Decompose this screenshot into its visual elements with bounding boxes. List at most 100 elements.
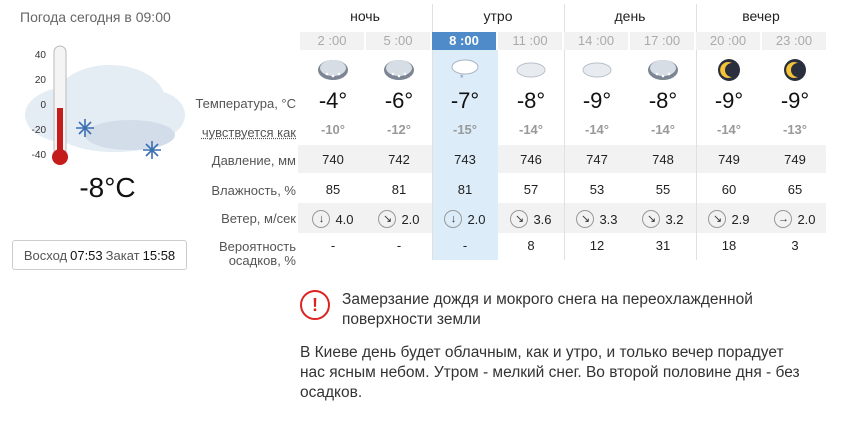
thermometer-tick: 0 bbox=[40, 100, 46, 111]
label-precip-line1: Вероятность bbox=[219, 239, 296, 254]
wind-speed-value: 2.0 bbox=[467, 211, 486, 227]
hour-label: 8 :00 bbox=[432, 32, 496, 50]
feels-like-value: -14° bbox=[717, 122, 741, 137]
sunset-label: Закат bbox=[105, 247, 140, 263]
current-weather-illustration: 40 20 0 -20 -40 bbox=[10, 40, 185, 180]
feels-like-value: -14° bbox=[585, 122, 609, 137]
humidity-value: 60 bbox=[721, 182, 737, 197]
cloud-icon bbox=[564, 52, 630, 88]
hour-label: 17 :00 bbox=[630, 32, 694, 50]
temperature-value: -6° bbox=[384, 88, 414, 113]
wind-direction-icon: ↓ bbox=[312, 210, 331, 228]
temperature-value: -9° bbox=[582, 88, 612, 113]
feels-like-value: -14° bbox=[519, 122, 543, 137]
pressure-value: 748 bbox=[652, 152, 674, 167]
feels-like-value: -14° bbox=[651, 122, 675, 137]
humidity-value: 81 bbox=[457, 182, 473, 197]
precipitation-value: - bbox=[330, 238, 336, 253]
wind-direction-icon: ↘ bbox=[642, 210, 661, 228]
alert-text: Замерзание дождя и мокрого снега на пере… bbox=[342, 291, 753, 328]
wind-speed-value: 3.2 bbox=[665, 211, 684, 227]
temperature-value: -9° bbox=[714, 88, 744, 113]
cloud-icon bbox=[498, 52, 564, 88]
temperature-value: -7° bbox=[450, 88, 480, 113]
thermometer-icon bbox=[52, 45, 68, 165]
sunrise-time: 07:53 bbox=[70, 247, 103, 263]
precipitation-value: 18 bbox=[721, 238, 737, 253]
weather-alert: ! Замерзание дождя и мокрого снега на пе… bbox=[300, 290, 820, 330]
humidity-value: 65 bbox=[787, 182, 803, 197]
svg-text:*: * bbox=[460, 73, 464, 83]
thermometer-tick: -20 bbox=[31, 125, 46, 136]
pressure-value: 740 bbox=[322, 152, 344, 167]
pressure-value: 743 bbox=[454, 152, 476, 167]
precipitation-value: - bbox=[462, 238, 468, 253]
period-day: день bbox=[614, 8, 646, 24]
label-humidity: Влажность, % bbox=[211, 183, 296, 198]
sunrise-label: Восход bbox=[23, 247, 68, 263]
humidity-value: 53 bbox=[589, 182, 605, 197]
wind-speed-value: 3.6 bbox=[533, 211, 552, 227]
hour-label: 14 :00 bbox=[564, 32, 628, 50]
wind-direction-icon: ↘ bbox=[510, 210, 529, 228]
hour-label: 5 :00 bbox=[366, 32, 430, 50]
wind-direction-icon: ↘ bbox=[708, 210, 727, 228]
period-morning: утро bbox=[483, 8, 513, 24]
wind-speed-value: 2.0 bbox=[797, 211, 816, 227]
humidity-value: 81 bbox=[391, 182, 407, 197]
moon-icon bbox=[696, 52, 762, 88]
cloud-snow-icon bbox=[630, 52, 696, 88]
wind-direction-icon: ↓ bbox=[444, 210, 463, 228]
wind-speed-value: 2.0 bbox=[401, 211, 420, 227]
precipitation-value: 8 bbox=[527, 238, 535, 253]
temperature-value: -8° bbox=[648, 88, 678, 113]
weather-description: В Киеве день будет облачным, как и утро,… bbox=[300, 344, 800, 401]
wind-cell: ↘ 3.3 bbox=[564, 208, 630, 230]
cloud-snow-icon bbox=[366, 52, 432, 88]
feels-like-value: -12° bbox=[387, 122, 411, 137]
precipitation-value: 3 bbox=[791, 238, 799, 253]
sunrise-sunset-box: Восход 07:53 Закат 15:58 bbox=[12, 240, 187, 270]
period-divider bbox=[564, 4, 565, 260]
feels-like-value: -15° bbox=[453, 122, 477, 137]
wind-direction-icon: → bbox=[774, 210, 793, 228]
hour-label: 23 :00 bbox=[762, 32, 826, 50]
label-precipitation: Вероятность осадков, % bbox=[150, 240, 296, 268]
temperature-value: -8° bbox=[516, 88, 546, 113]
precipitation-value: 12 bbox=[589, 238, 605, 253]
label-precip-line2: осадков, % bbox=[228, 253, 296, 268]
light-snow-icon: * bbox=[432, 52, 498, 88]
hour-label: 2 :00 bbox=[300, 32, 364, 50]
feels-like-value: -10° bbox=[321, 122, 345, 137]
pressure-value: 746 bbox=[520, 152, 542, 167]
wind-speed-value: 3.3 bbox=[599, 211, 618, 227]
warning-icon: ! bbox=[300, 290, 330, 320]
temperature-value: -4° bbox=[318, 88, 348, 113]
thermometer-tick: 40 bbox=[34, 50, 46, 61]
wind-cell: ↓ 4.0 bbox=[300, 208, 366, 230]
precipitation-value: 31 bbox=[655, 238, 671, 253]
humidity-value: 85 bbox=[325, 182, 341, 197]
hour-label: 20 :00 bbox=[696, 32, 760, 50]
period-divider bbox=[696, 4, 697, 260]
humidity-value: 55 bbox=[655, 182, 671, 197]
wind-direction-icon: ↘ bbox=[378, 210, 397, 228]
wind-direction-icon: ↘ bbox=[576, 210, 595, 228]
label-pressure: Давление, мм bbox=[211, 153, 296, 168]
humidity-value: 57 bbox=[523, 182, 539, 197]
period-evening: вечер bbox=[742, 8, 780, 24]
current-temperature: -8°C bbox=[79, 172, 136, 203]
thermometer-tick: -40 bbox=[31, 150, 46, 161]
wind-speed-value: 4.0 bbox=[335, 211, 354, 227]
period-divider bbox=[432, 4, 433, 260]
moon-icon bbox=[762, 52, 828, 88]
hour-label: 11 :00 bbox=[498, 32, 562, 50]
sunset-time: 15:58 bbox=[142, 247, 176, 263]
pressure-row-bg bbox=[298, 145, 826, 173]
period-night: ночь bbox=[350, 8, 380, 24]
pressure-value: 747 bbox=[586, 152, 608, 167]
snowflake-icon bbox=[76, 119, 161, 159]
wind-cell: ↓ 2.0 bbox=[432, 208, 498, 230]
label-feels-like[interactable]: чувствуется как bbox=[201, 125, 296, 140]
pressure-value: 749 bbox=[784, 152, 806, 167]
